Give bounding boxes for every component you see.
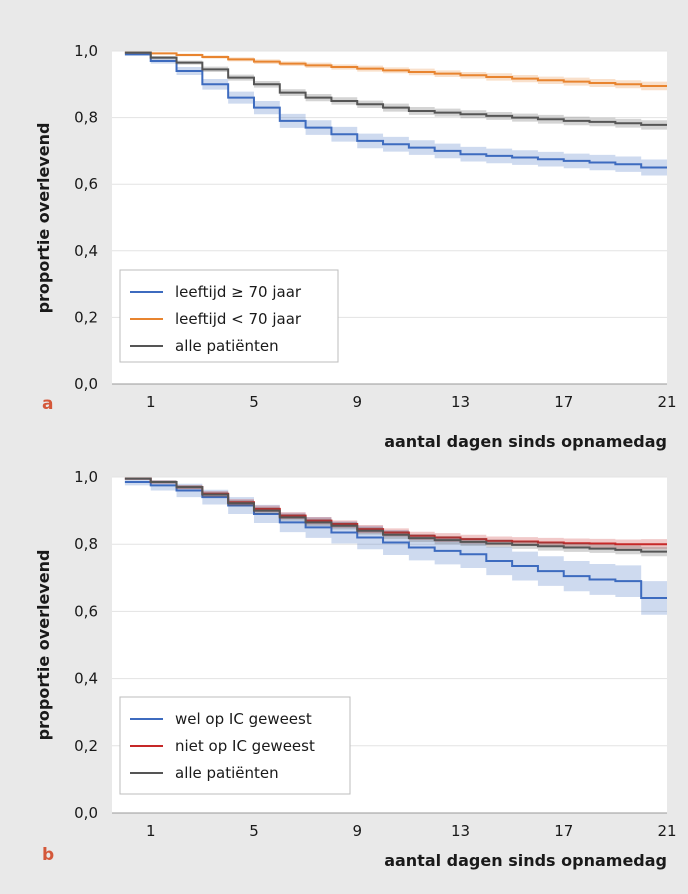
y-tick-label: 1,0: [74, 42, 98, 60]
y-tick-label: 1,0: [74, 468, 98, 486]
x-tick-label: 5: [249, 393, 259, 411]
x-tick-label: 21: [657, 393, 676, 411]
legend-label: wel op IC geweest: [175, 710, 312, 728]
x-tick-label: 13: [451, 822, 470, 840]
x-tick-label: 5: [249, 822, 259, 840]
y-tick-label: 0,0: [74, 804, 98, 822]
y-tick-label: 0,0: [74, 375, 98, 393]
y-tick-label: 0,2: [74, 308, 98, 326]
confidence-band: [124, 478, 667, 615]
series-line: [124, 477, 667, 553]
y-axis-label: proportie overlevend: [34, 123, 53, 314]
y-tick-label: 0,4: [74, 670, 98, 688]
y-tick-label: 0,6: [74, 602, 98, 620]
y-tick-label: 0,8: [74, 109, 98, 127]
x-tick-label: 1: [146, 822, 156, 840]
legend-label: alle patiënten: [175, 764, 279, 782]
y-tick-label: 0,6: [74, 175, 98, 193]
legend-label: alle patiënten: [175, 337, 279, 355]
x-tick-label: 9: [352, 822, 362, 840]
panel-label: a: [42, 394, 53, 414]
x-tick-label: 9: [352, 393, 362, 411]
x-tick-label: 17: [554, 393, 573, 411]
y-axis-label: proportie overlevend: [34, 550, 53, 741]
legend-label: leeftijd ≥ 70 jaar: [175, 283, 302, 301]
series-line: [124, 51, 667, 87]
x-tick-label: 1: [146, 393, 156, 411]
panel-label: b: [42, 845, 54, 865]
x-tick-label: 17: [554, 822, 573, 840]
x-axis-label: aantal dagen sinds opnamedag: [384, 432, 667, 451]
y-tick-label: 0,2: [74, 737, 98, 755]
series-line: [124, 481, 667, 599]
chart-panel-b: 0,0 0,2 0,4 0,6 0,8 1,0 1 5 9 13 17 21 wel op IC gew…: [34, 468, 677, 870]
chart-panel-a: 0,0 0,2 0,4 0,6 0,8 1,0 1 5 9 13 17 21 leeftijd ≥ 70…: [34, 42, 677, 451]
legend-label: leeftijd < 70 jaar: [175, 310, 302, 328]
legend-label: niet op IC geweest: [175, 737, 315, 755]
x-tick-label: 21: [657, 822, 676, 840]
x-tick-label: 13: [451, 393, 470, 411]
series-line: [124, 53, 667, 169]
y-tick-label: 0,4: [74, 242, 98, 260]
y-tick-label: 0,8: [74, 535, 98, 553]
x-axis-label: aantal dagen sinds opnamedag: [384, 851, 667, 870]
series-line: [124, 51, 667, 126]
